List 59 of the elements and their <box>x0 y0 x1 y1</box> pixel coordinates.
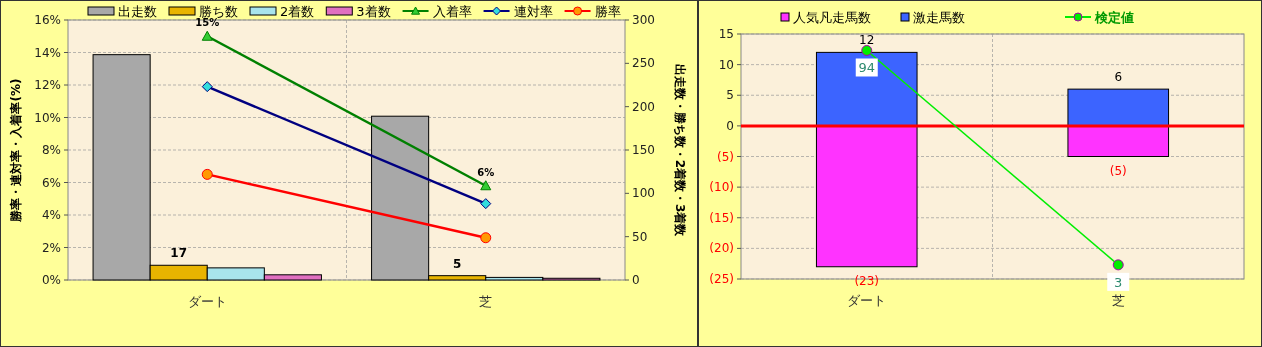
legend-label: 入着率 <box>432 4 472 19</box>
legend-label: 3着数 <box>356 4 391 19</box>
y-tick-label: 4% <box>41 208 61 222</box>
data-label: 5 <box>453 256 462 271</box>
legend-label: 2着数 <box>280 4 315 19</box>
x-tick-label: ダート <box>847 293 887 308</box>
legend-label: 勝ち数 <box>199 4 238 19</box>
y2-tick-label: 100 <box>632 186 655 201</box>
x-tick-label: 芝 <box>479 294 493 309</box>
y-tick-label: 5 <box>726 88 734 103</box>
y2-tick-label: 50 <box>632 229 648 244</box>
y2-tick-label: 150 <box>632 143 655 157</box>
y-tick-label: (25) <box>709 272 734 286</box>
legend-label: 検定値 <box>1094 10 1134 25</box>
y-tick-label: 0% <box>41 273 61 287</box>
y-axis-title: 勝率・連対率・入着率(%) <box>9 78 23 223</box>
data-label: (23) <box>854 273 880 288</box>
y-tick-label: (15) <box>709 210 734 225</box>
data-label: (5) <box>1109 163 1127 178</box>
y-tick-label: 8% <box>41 143 61 157</box>
y-tick-label: 2% <box>41 240 61 255</box>
y-tick-label: 10% <box>34 110 61 125</box>
legend-label: 出走数 <box>118 4 157 19</box>
bar <box>815 125 918 268</box>
data-label: 6% <box>477 166 495 178</box>
x-tick-label: 芝 <box>1111 293 1125 308</box>
y-tick-label: 16% <box>34 13 61 27</box>
y-tick-label: (10) <box>709 180 734 195</box>
bar <box>1067 125 1170 157</box>
y2-tick-label: 0 <box>632 273 640 287</box>
point <box>201 168 213 180</box>
y2-axis-title: 出走数・勝ち数・2着数・3着数 <box>673 63 687 238</box>
point <box>480 198 492 210</box>
x-tick-label: ダート <box>187 294 227 309</box>
data-label: 3 <box>1114 274 1123 290</box>
y-tick-label: (20) <box>709 241 734 256</box>
y-tick-label: 14% <box>34 45 61 60</box>
data-label: 6 <box>1114 70 1123 85</box>
y-tick-label: 10 <box>718 57 734 72</box>
y-tick-label: 6% <box>41 175 61 190</box>
legend-label: 連対率 <box>513 4 553 19</box>
data-label: 17 <box>170 246 188 261</box>
y-tick-label: (5) <box>717 149 734 164</box>
y-tick-label: 0 <box>726 118 734 133</box>
legend-label: 勝率 <box>594 4 621 19</box>
point <box>201 81 213 93</box>
data-label: 12 <box>859 33 875 48</box>
bar <box>1067 88 1170 127</box>
y2-tick-label: 200 <box>632 99 655 114</box>
bar <box>815 51 918 127</box>
y2-tick-label: 300 <box>632 13 655 27</box>
data-label: 94 <box>858 60 876 76</box>
y2-tick-label: 250 <box>632 56 655 71</box>
y-tick-label: 12% <box>34 78 61 92</box>
legend-label: 人気凡走馬数 <box>793 10 871 25</box>
legend-label: 激走馬数 <box>913 10 965 25</box>
point <box>480 232 492 244</box>
data-label: 15% <box>195 17 220 29</box>
y-tick-label: 15 <box>718 27 734 41</box>
